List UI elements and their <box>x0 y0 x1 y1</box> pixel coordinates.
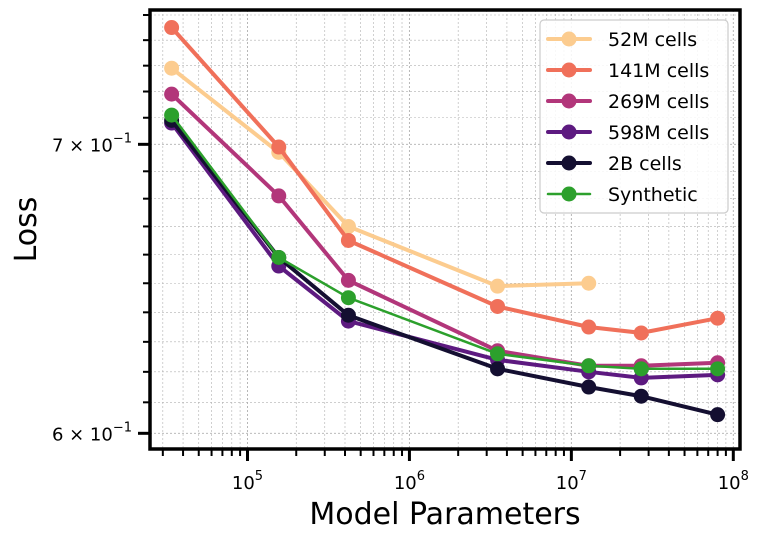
x-tick-labels: 105 106 107 108 <box>232 469 749 494</box>
data-point <box>340 272 356 288</box>
legend-swatch-marker <box>561 155 577 171</box>
data-point <box>164 60 180 76</box>
data-point <box>581 275 597 291</box>
legend-swatch-marker <box>561 31 577 47</box>
data-point <box>490 298 506 314</box>
x-tick-label: 105 <box>232 469 263 494</box>
data-point <box>633 325 649 341</box>
data-point <box>340 290 356 306</box>
x-tick-exponent: 8 <box>741 469 749 484</box>
y-tick-label: 7 × 10−1 <box>52 131 132 156</box>
series-141m-cells <box>164 20 726 341</box>
legend-swatch-marker <box>561 186 577 202</box>
x-tick-exponent: 7 <box>579 469 587 484</box>
legend: 52M cells 141M cells 269M cells 598M cells 2… <box>539 19 729 214</box>
data-point <box>271 249 287 265</box>
data-point <box>581 379 597 395</box>
data-point <box>710 361 726 377</box>
data-point <box>164 20 180 36</box>
legend-swatch-marker <box>561 93 577 109</box>
y-tick-exponent: −1 <box>113 420 132 435</box>
y-tick-label: 6 × 10−1 <box>52 420 132 445</box>
data-point <box>340 232 356 248</box>
y-tick-exponent: −1 <box>113 131 132 146</box>
data-point <box>490 346 506 362</box>
series-group <box>164 20 726 423</box>
x-tick-label: 106 <box>394 469 425 494</box>
legend-label: 598M cells <box>608 122 709 144</box>
legend-label: Synthetic <box>608 184 698 206</box>
data-point <box>710 310 726 326</box>
data-point <box>340 218 356 234</box>
legend-label: 2B cells <box>608 153 682 175</box>
data-point <box>633 361 649 377</box>
data-point <box>271 139 287 155</box>
x-tick-label: 108 <box>718 469 749 494</box>
legend-label: 269M cells <box>608 91 709 113</box>
data-point <box>164 107 180 123</box>
x-tick-label: 107 <box>556 469 587 494</box>
y-tick-labels: 7 × 10−1 6 × 10−1 <box>52 131 132 445</box>
legend-label: 141M cells <box>608 60 709 82</box>
data-point <box>164 86 180 102</box>
plot-frame <box>148 8 742 451</box>
data-point <box>490 278 506 294</box>
series-52m-cells <box>164 60 597 294</box>
x-tick-exponent: 6 <box>417 469 425 484</box>
data-point <box>340 307 356 323</box>
data-point <box>633 388 649 404</box>
legend-swatch-marker <box>561 62 577 78</box>
data-point <box>581 358 597 374</box>
x-tick-exponent: 5 <box>255 469 263 484</box>
data-point <box>581 319 597 335</box>
data-point <box>490 361 506 377</box>
series-synthetic <box>164 107 726 377</box>
y-axis-label: Loss <box>9 197 44 263</box>
x-axis-label: Model Parameters <box>309 497 580 532</box>
data-point <box>710 407 726 423</box>
data-point <box>271 188 287 204</box>
legend-label: 52M cells <box>608 29 697 51</box>
legend-swatch-marker <box>561 124 577 140</box>
